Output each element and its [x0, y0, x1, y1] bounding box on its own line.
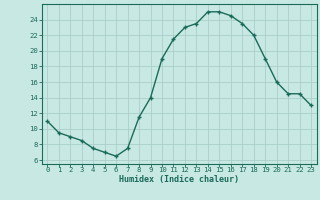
- X-axis label: Humidex (Indice chaleur): Humidex (Indice chaleur): [119, 175, 239, 184]
